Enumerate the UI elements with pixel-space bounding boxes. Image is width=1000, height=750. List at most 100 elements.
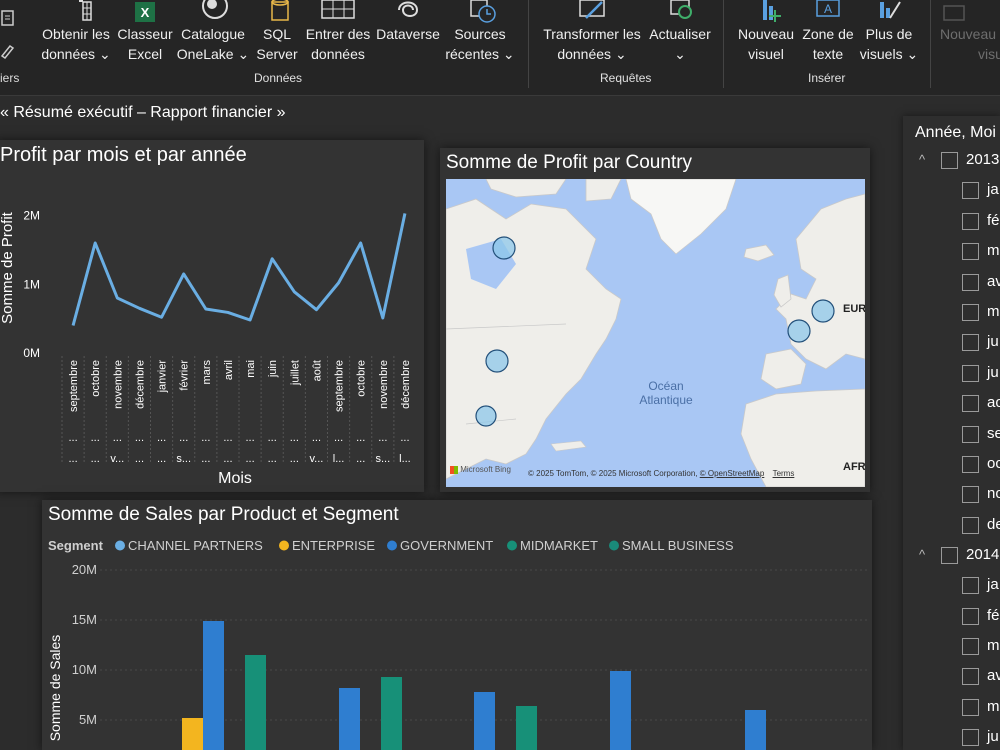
checkbox[interactable] [962, 212, 979, 230]
bar-chart-visual[interactable]: Somme de Sales par Product et Segment Se… [42, 500, 872, 750]
chevron-up-icon[interactable]: ^ [919, 152, 926, 167]
checkbox[interactable] [962, 364, 979, 382]
checkbox[interactable] [941, 152, 958, 169]
format-painter-icon[interactable] [0, 42, 18, 65]
dataverse-button[interactable]: Dataverse [374, 0, 442, 70]
checkbox[interactable] [962, 698, 979, 716]
slicer-month-item[interactable]: m [903, 302, 1000, 324]
x-sub-label-row2: ... [157, 453, 166, 465]
sales-bar[interactable] [245, 655, 266, 750]
slicer-month-item[interactable]: se [903, 424, 1000, 446]
bing-logo: Microsoft Bing [450, 465, 511, 474]
onelake-catalog-button[interactable]: Catalogue OneLake ⌄ [176, 0, 250, 70]
excel-workbook-button[interactable]: X Classeur Excel [116, 0, 174, 70]
x-tick-label: novembre [378, 360, 390, 409]
slicer-month-item[interactable]: ja [903, 575, 1000, 597]
checkbox[interactable] [962, 729, 979, 747]
map-bubble-mexico[interactable] [475, 405, 497, 427]
sales-bar[interactable] [339, 688, 360, 750]
slicer-month-item[interactable]: oc [903, 454, 1000, 476]
paste-icon[interactable] [0, 8, 18, 31]
checkbox[interactable] [962, 243, 979, 261]
legend-marker[interactable] [279, 540, 289, 551]
legend-label[interactable]: CHANNEL PARTNERS [128, 538, 263, 553]
line-chart-visual[interactable]: Profit par mois et par année 0M 1M 2M Somme… [0, 140, 424, 492]
legend-label[interactable]: MIDMARKET [520, 538, 598, 553]
slicer-month-item[interactable]: fé [903, 606, 1000, 628]
legend-label[interactable]: SMALL BUSINESS [622, 538, 734, 553]
recent-sources-button[interactable]: Sources récentes ⌄ [442, 0, 518, 70]
excel-label-1: Classeur [117, 26, 173, 42]
sales-bar[interactable] [516, 706, 537, 750]
new-visual-button[interactable]: Nouveau visuel [734, 0, 798, 70]
slicer-month-item[interactable]: m [903, 241, 1000, 263]
more-visuals-button[interactable]: Plus de visuels ⌄ [858, 0, 920, 70]
map-bubble-germany[interactable] [811, 299, 835, 323]
slicer-month-item[interactable]: av [903, 666, 1000, 688]
legend-marker[interactable] [387, 540, 397, 551]
chevron-up-icon[interactable]: ^ [919, 546, 926, 562]
legend-label[interactable]: ENTERPRISE [292, 538, 375, 553]
slicer-month-item[interactable]: fé [903, 211, 1000, 233]
slicer-month-item[interactable]: av [903, 272, 1000, 294]
x-sub-label-row2: ... [68, 453, 77, 465]
checkbox[interactable] [962, 577, 979, 595]
slicer-month-item[interactable]: ju [903, 332, 1000, 354]
map-canvas[interactable]: Océan Atlantique EUR AFR Microsoft Bing … [446, 179, 865, 487]
profit-line[interactable] [71, 213, 407, 326]
sales-bar[interactable] [474, 692, 495, 750]
checkbox[interactable] [962, 607, 979, 625]
sql-server-button[interactable]: SQL Server [252, 0, 302, 70]
legend-marker[interactable] [609, 540, 619, 551]
terms-link[interactable]: Terms [772, 469, 795, 478]
legend-label[interactable]: GOVERNMENT [400, 538, 493, 553]
checkbox[interactable] [941, 546, 958, 564]
checkbox[interactable] [962, 182, 979, 200]
checkbox[interactable] [962, 638, 979, 655]
slicer-month-item[interactable]: ao [903, 393, 1000, 415]
dataverse-label: Dataverse [376, 26, 440, 42]
slicer-item-label: m [987, 697, 1000, 715]
sales-bar[interactable] [182, 718, 203, 750]
checkbox[interactable] [962, 334, 979, 352]
slicer-month-item[interactable]: m [903, 636, 1000, 658]
slicer-month-item[interactable]: de [903, 515, 1000, 537]
openstreetmap-link[interactable]: © OpenStreetMap [699, 469, 765, 478]
legend-marker[interactable] [115, 540, 125, 551]
transform-data-button[interactable]: Transformer les données ⌄ [538, 0, 646, 70]
checkbox[interactable] [962, 456, 979, 473]
slicer-month-item[interactable]: ja [903, 180, 1000, 202]
slicer-month-item[interactable]: m [903, 697, 1000, 719]
sales-bar[interactable] [381, 677, 402, 750]
map-bubble-france[interactable] [787, 319, 811, 343]
sales-bar[interactable] [610, 671, 631, 750]
get-data-button[interactable]: Obtenir les données ⌄ [38, 0, 114, 70]
checkbox[interactable] [962, 273, 979, 291]
ribbon-separator [528, 0, 529, 88]
enter-data-button[interactable]: Entrer des données [302, 0, 374, 70]
slicer-month-item[interactable]: ju [903, 363, 1000, 385]
map-bubble-usa[interactable] [485, 349, 509, 373]
slicer-item-label: 2013 [966, 151, 1000, 168]
y-tick-label: 15M [72, 612, 97, 627]
text-box-button[interactable]: A Zone de texte [798, 0, 858, 70]
sales-bar[interactable] [203, 621, 224, 750]
more-visuals-label-1: Plus de [865, 26, 913, 42]
date-slicer[interactable]: Année, Moi ^ 2013 ja fé m av m ju ju ao se oc no de ^ 2… [903, 116, 1000, 750]
checkbox[interactable] [962, 395, 979, 413]
checkbox[interactable] [962, 304, 979, 321]
checkbox[interactable] [962, 516, 979, 534]
checkbox[interactable] [962, 486, 979, 504]
sales-bar[interactable] [745, 710, 766, 750]
checkbox[interactable] [962, 668, 979, 686]
slicer-item-label: av [987, 667, 1000, 685]
refresh-button[interactable]: Actualiser ⌄ [646, 0, 714, 70]
checkbox[interactable] [962, 425, 979, 443]
slicer-year-item[interactable]: ^ 2014 [903, 545, 1000, 567]
svg-text:X: X [141, 5, 150, 20]
legend-marker[interactable] [507, 540, 517, 551]
map-bubble-canada[interactable] [492, 236, 516, 260]
slicer-month-item[interactable]: no [903, 484, 1000, 506]
slicer-month-item[interactable]: ju [903, 727, 1000, 749]
slicer-year-item[interactable]: ^ 2013 [903, 150, 1000, 172]
